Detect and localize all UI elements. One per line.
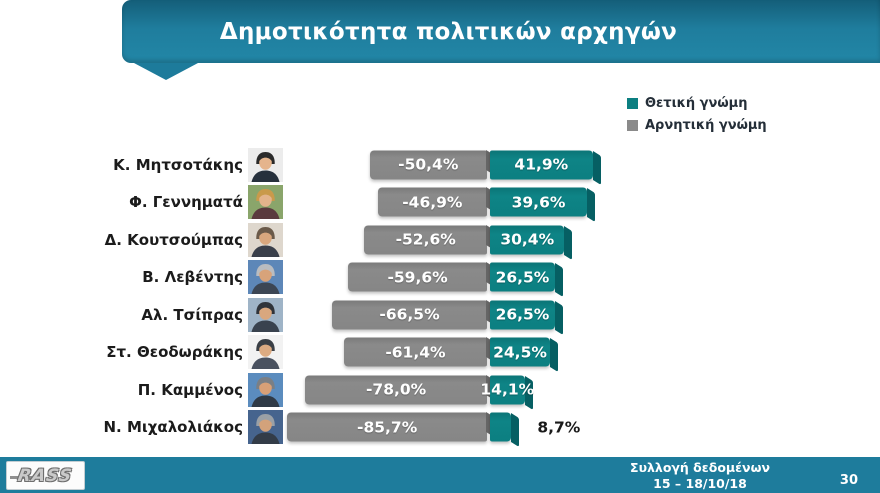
bar-pair: -52,6% 30,4% [287,225,880,255]
positive-bar: 41,9% [490,150,593,180]
politician-row: Αλ. Τσίπρας -66,5% 26,5% [0,296,880,334]
negative-bar: -59,6% [348,262,487,292]
bar-pair: -85,7% 8,7% [287,412,880,442]
negative-bar: -52,6% [364,225,487,255]
politician-name-label: Στ. Θεοδωράκης [106,343,243,362]
rass-logo-text: RASS [16,465,75,486]
politician-photo [248,335,283,370]
chart-legend: Θετική γνώμη Αρνητική γνώμη [627,96,767,140]
positive-bar: 14,1% [480,375,534,405]
positive-swatch-icon [627,98,638,109]
negative-value-label: -85,7% [357,418,418,437]
negative-bar: -66,5% [332,300,487,330]
banner-notch-icon [134,63,198,80]
positive-value-label: 30,4% [500,230,555,249]
negative-bar: -78,0% [305,375,487,405]
politician-row: Δ. Κουτσούμπας -52,6% 30,4% [0,221,880,259]
bar-pair: -66,5% 26,5% [287,300,880,330]
rass-logo: RASS [6,461,85,490]
positive-value-label: 26,5% [495,305,550,324]
positive-bar: 24,5% [490,337,551,367]
date-range-label: 15 – 18/10/18 [653,475,747,491]
negative-value-label: -50,4% [398,155,459,174]
positive-value-label: 39,6% [511,193,566,212]
politician-row: Κ. Μητσοτάκης -50,4% 41,9% [0,146,880,184]
politician-name-label: Ν. Μιχαλολιάκος [103,418,243,437]
bar-chart: Κ. Μητσοτάκης -50,4% 41,9% Φ. Γεννηματά [0,146,880,446]
legend-label-positive: Θετική γνώμη [645,96,748,111]
positive-bar [490,412,512,442]
logo-dash-icon [10,476,32,479]
negative-value-label: -66,5% [379,305,440,324]
negative-swatch-icon [627,120,638,131]
politician-photo [248,260,283,295]
positive-value-label: 24,5% [493,343,547,362]
negative-bar: -46,9% [377,187,487,217]
politician-row: Φ. Γεννηματά -46,9% 39,6% [0,184,880,222]
politician-photo [248,147,283,182]
positive-value-label: 14,1% [480,380,535,399]
positive-value-label: 26,5% [495,268,550,287]
politician-row: Β. Λεβέντης -59,6% 26,5% [0,259,880,297]
legend-item-negative: Αρνητική γνώμη [627,118,767,133]
politician-name-label: Δ. Κουτσούμπας [104,230,243,249]
positive-value-label-outside: 8,7% [537,418,581,437]
negative-bar: -85,7% [287,412,487,442]
bar-pair: -50,4% 41,9% [287,150,880,180]
bar-pair: -59,6% 26,5% [287,262,880,292]
politician-row: Στ. Θεοδωράκης -61,4% 24,5% [0,334,880,372]
politician-photo [248,185,283,220]
negative-value-label: -52,6% [395,230,456,249]
negative-bar: -50,4% [369,150,487,180]
politician-photo [248,297,283,332]
negative-value-label: -61,4% [385,343,446,362]
politician-name-label: Κ. Μητσοτάκης [113,155,243,174]
politician-name-label: Φ. Γεννηματά [129,193,243,212]
negative-value-label: -78,0% [366,380,427,399]
data-collection-label: Συλλογή δεδομένων [630,460,770,475]
positive-bar: 26,5% [490,300,555,330]
politician-name-label: Αλ. Τσίπρας [141,305,243,324]
footer-bar: RASS Συλλογή δεδομένων 15 – 18/10/18 30 [0,457,880,493]
politician-row: Π. Καμμένος -78,0% 14,1% [0,371,880,409]
positive-bar: 30,4% [490,225,565,255]
politician-row: Ν. Μιχαλολιάκος -85,7% 8,7% [0,409,880,447]
politician-name-label: Β. Λεβέντης [142,268,243,287]
legend-item-positive: Θετική γνώμη [627,96,767,111]
negative-value-label: -59,6% [387,268,448,287]
page-number: 30 [839,473,858,488]
title-banner: Δημοτικότητα πολιτικών αρχηγών [122,0,880,63]
bar-pair: -61,4% 24,5% [287,337,880,367]
positive-bar: 39,6% [490,187,588,217]
bar-pair: -78,0% 14,1% [287,375,880,405]
positive-value-label: 41,9% [514,155,569,174]
legend-label-negative: Αρνητική γνώμη [645,118,767,133]
politician-photo [248,372,283,407]
politician-name-label: Π. Καμμένος [137,380,243,399]
negative-bar: -61,4% [343,337,487,367]
page-title: Δημοτικότητα πολιτικών αρχηγών [219,18,678,45]
data-collection-note: Συλλογή δεδομένων 15 – 18/10/18 [590,460,810,491]
negative-value-label: -46,9% [402,193,463,212]
positive-bar: 26,5% [490,262,555,292]
politician-photo [248,410,283,445]
politician-photo [248,222,283,257]
bar-pair: -46,9% 39,6% [287,187,880,217]
